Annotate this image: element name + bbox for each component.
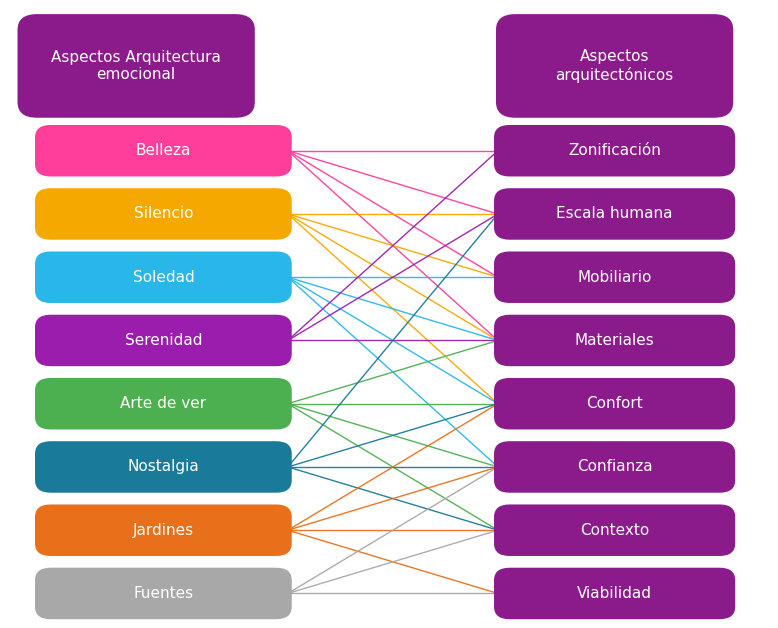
FancyBboxPatch shape bbox=[35, 125, 292, 176]
Text: Arte de ver: Arte de ver bbox=[121, 396, 206, 411]
Text: Contexto: Contexto bbox=[580, 522, 650, 538]
FancyBboxPatch shape bbox=[494, 504, 735, 556]
Text: Belleza: Belleza bbox=[135, 143, 191, 158]
FancyBboxPatch shape bbox=[494, 188, 735, 240]
Text: Zonificación: Zonificación bbox=[568, 143, 661, 158]
Text: Silencio: Silencio bbox=[134, 207, 193, 222]
Text: Soledad: Soledad bbox=[132, 269, 194, 284]
FancyBboxPatch shape bbox=[494, 568, 735, 619]
Text: Materiales: Materiales bbox=[575, 333, 654, 348]
Text: Fuentes: Fuentes bbox=[133, 586, 194, 601]
FancyBboxPatch shape bbox=[494, 125, 735, 176]
FancyBboxPatch shape bbox=[17, 14, 255, 118]
Text: Mobiliario: Mobiliario bbox=[577, 269, 652, 284]
FancyBboxPatch shape bbox=[496, 14, 734, 118]
FancyBboxPatch shape bbox=[35, 504, 292, 556]
FancyBboxPatch shape bbox=[494, 315, 735, 366]
Text: Nostalgia: Nostalgia bbox=[128, 460, 199, 475]
Text: Jardines: Jardines bbox=[133, 522, 194, 538]
Text: Viabilidad: Viabilidad bbox=[577, 586, 652, 601]
FancyBboxPatch shape bbox=[494, 251, 735, 303]
FancyBboxPatch shape bbox=[35, 315, 292, 366]
Text: Serenidad: Serenidad bbox=[124, 333, 202, 348]
FancyBboxPatch shape bbox=[35, 568, 292, 619]
FancyBboxPatch shape bbox=[35, 378, 292, 430]
Text: Aspectos
arquitectónicos: Aspectos arquitectónicos bbox=[555, 49, 674, 83]
FancyBboxPatch shape bbox=[35, 188, 292, 240]
FancyBboxPatch shape bbox=[494, 378, 735, 430]
Text: Escala humana: Escala humana bbox=[556, 207, 673, 222]
FancyBboxPatch shape bbox=[35, 251, 292, 303]
FancyBboxPatch shape bbox=[35, 441, 292, 493]
Text: Confort: Confort bbox=[587, 396, 643, 411]
Text: Confianza: Confianza bbox=[576, 460, 653, 475]
FancyBboxPatch shape bbox=[494, 441, 735, 493]
Text: Aspectos Arquitectura
emocional: Aspectos Arquitectura emocional bbox=[51, 50, 221, 82]
